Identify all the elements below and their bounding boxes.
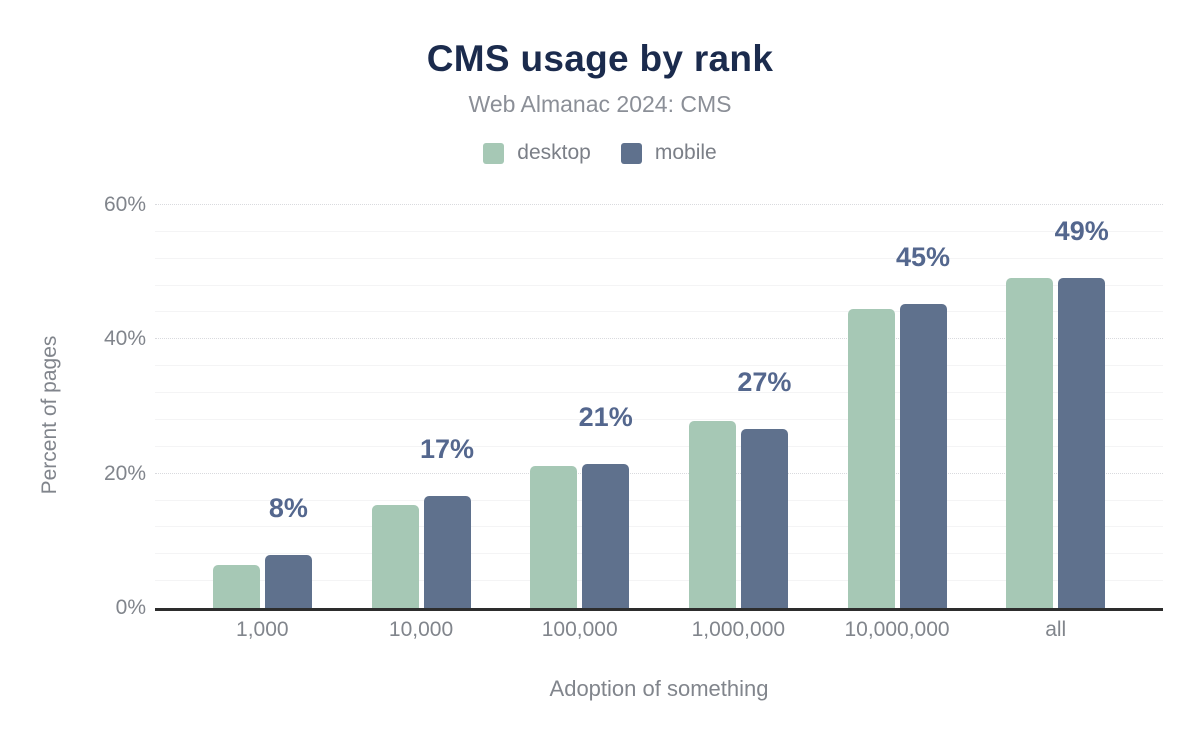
data-label: 45% (896, 242, 951, 273)
data-label: 8% (268, 492, 308, 523)
bar-groups: 8% 17% 21% 27% 45% 49% (155, 205, 1163, 608)
bar-column-mobile: 8% (264, 205, 312, 608)
gridline (155, 230, 1163, 232)
y-tick-label: 60% (103, 193, 146, 216)
plot-area: 8% 17% 21% 27% 45% 49% (155, 204, 1163, 611)
bar-column-desktop (212, 205, 260, 608)
gridline (155, 526, 1163, 528)
bar-mobile[interactable] (582, 463, 630, 608)
bar-desktop[interactable] (212, 565, 260, 608)
legend-item-desktop[interactable]: desktop (483, 141, 591, 165)
gridline (155, 257, 1163, 259)
bar-column-mobile: 45% (896, 205, 950, 608)
bar-group: 27% (659, 205, 818, 608)
data-label: 21% (578, 401, 633, 432)
desktop-swatch-icon (483, 142, 505, 164)
bar-column-desktop (688, 205, 736, 608)
chart-subtitle: Web Almanac 2024: CMS (468, 91, 732, 117)
bar-column-desktop (1006, 205, 1054, 608)
bar-desktop[interactable] (371, 505, 419, 608)
bar-column-mobile: 17% (420, 205, 474, 608)
gridline (155, 499, 1163, 501)
x-axis-labels: 1,000 10,000 100,000 1,000,000 10,000,000 all (155, 618, 1163, 642)
legend-label-mobile: mobile (654, 141, 717, 164)
bar-mobile[interactable] (1058, 278, 1106, 608)
bar-column-desktop (530, 205, 578, 608)
data-label: 17% (419, 433, 475, 464)
bar-desktop[interactable] (847, 309, 895, 608)
bar-column-desktop (371, 205, 419, 608)
gridline (155, 204, 1163, 205)
gridline (155, 553, 1163, 555)
gridline (155, 472, 1163, 474)
y-tick-label: 20% (103, 461, 146, 485)
y-tick-label: 40% (103, 327, 146, 351)
x-tick-label: 100,000 (541, 618, 618, 641)
bar-desktop[interactable] (530, 466, 578, 608)
bar-group: 17% (342, 205, 501, 608)
x-axis-title: Adoption of something (549, 676, 769, 701)
gridline (155, 418, 1163, 420)
gridline (155, 338, 1163, 340)
gridline (155, 445, 1163, 447)
x-tick-label: 1,000 (236, 618, 289, 641)
legend-item-mobile[interactable]: mobile (620, 141, 717, 165)
gridline (155, 580, 1163, 582)
x-tick-label: 1,000,000 (691, 618, 786, 641)
bar-mobile[interactable] (264, 554, 312, 608)
bar-group: 8% (183, 205, 342, 608)
bar-group: 21% (500, 205, 659, 608)
bar-mobile[interactable] (740, 428, 788, 608)
gridline (155, 365, 1163, 367)
chart-title: CMS usage by rank (426, 38, 774, 79)
bar-column-mobile: 27% (737, 205, 791, 608)
y-axis-ticks: 0% 20% 40% 60% (0, 193, 146, 619)
mobile-swatch-icon (620, 142, 642, 164)
x-tick-label: 10,000,000 (844, 618, 950, 641)
gridline (155, 392, 1163, 394)
x-tick-label: 10,000 (388, 618, 454, 641)
bar-desktop[interactable] (688, 421, 736, 608)
bar-column-desktop (847, 205, 895, 608)
legend-label-desktop: desktop (517, 141, 591, 164)
legend: desktop mobile (0, 141, 1200, 165)
gridline (155, 311, 1163, 313)
bar-column-mobile: 21% (579, 205, 633, 608)
gridline (155, 284, 1163, 286)
bar-group: 45% (818, 205, 977, 608)
x-tick-label: all (1045, 618, 1067, 641)
bar-column-mobile: 49% (1055, 205, 1109, 608)
bar-mobile[interactable] (423, 495, 471, 608)
bar-mobile[interactable] (899, 304, 947, 608)
bar-group: 49% (976, 205, 1135, 608)
data-label: 27% (737, 366, 792, 397)
bar-desktop[interactable] (1006, 278, 1054, 608)
y-tick-label: 0% (115, 596, 146, 619)
data-label: 49% (1054, 216, 1109, 247)
